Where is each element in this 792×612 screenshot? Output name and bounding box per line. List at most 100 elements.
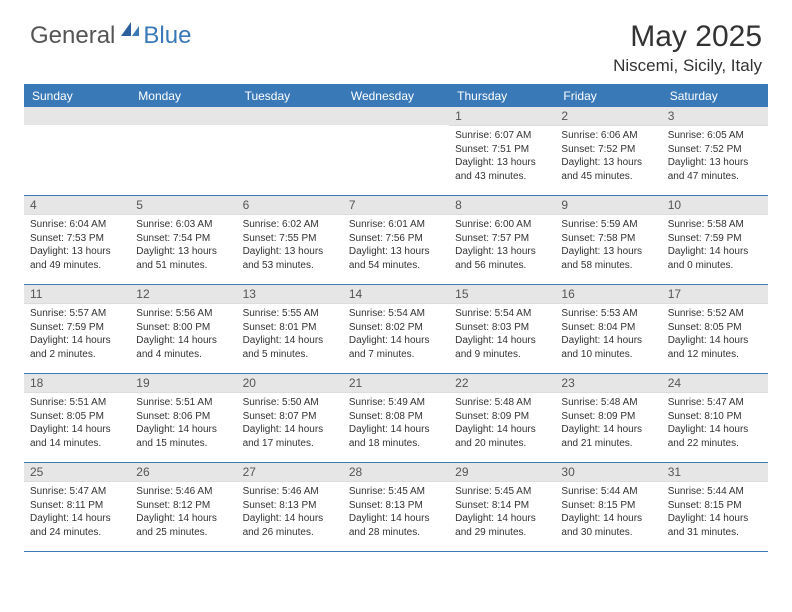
day-number: 1 [449,107,555,126]
day-number: 27 [237,463,343,482]
day-cell: 26Sunrise: 5:46 AMSunset: 8:12 PMDayligh… [130,463,236,551]
day-cell: 19Sunrise: 5:51 AMSunset: 8:06 PMDayligh… [130,374,236,462]
day-content: Sunrise: 5:56 AMSunset: 8:00 PMDaylight:… [130,304,236,365]
day-cell: 30Sunrise: 5:44 AMSunset: 8:15 PMDayligh… [555,463,661,551]
day-header: Friday [555,85,661,107]
sail-icon [119,20,141,43]
day-number: 13 [237,285,343,304]
day-content: Sunrise: 6:01 AMSunset: 7:56 PMDaylight:… [343,215,449,276]
daylight-line: Daylight: 13 hours and 56 minutes. [455,245,549,272]
sunrise-line: Sunrise: 6:07 AM [455,129,549,143]
day-number: 31 [662,463,768,482]
daylight-line: Daylight: 14 hours and 12 minutes. [668,334,762,361]
daylight-line: Daylight: 14 hours and 2 minutes. [30,334,124,361]
day-number: 6 [237,196,343,215]
sunset-line: Sunset: 8:09 PM [455,410,549,424]
sunset-line: Sunset: 8:13 PM [349,499,443,513]
daylight-line: Daylight: 13 hours and 58 minutes. [561,245,655,272]
sunrise-line: Sunrise: 5:46 AM [243,485,337,499]
sunrise-line: Sunrise: 5:58 AM [668,218,762,232]
title-block: May 2025 Niscemi, Sicily, Italy [613,20,762,76]
sunset-line: Sunset: 8:08 PM [349,410,443,424]
sunrise-line: Sunrise: 5:52 AM [668,307,762,321]
day-cell: 2Sunrise: 6:06 AMSunset: 7:52 PMDaylight… [555,107,661,195]
day-content: Sunrise: 5:44 AMSunset: 8:15 PMDaylight:… [555,482,661,543]
day-cell: 1Sunrise: 6:07 AMSunset: 7:51 PMDaylight… [449,107,555,195]
day-content: Sunrise: 5:55 AMSunset: 8:01 PMDaylight:… [237,304,343,365]
daylight-line: Daylight: 13 hours and 45 minutes. [561,156,655,183]
empty-day-number [24,107,130,125]
sunrise-line: Sunrise: 5:47 AM [668,396,762,410]
day-number: 14 [343,285,449,304]
sunset-line: Sunset: 8:10 PM [668,410,762,424]
day-cell: 13Sunrise: 5:55 AMSunset: 8:01 PMDayligh… [237,285,343,373]
sunset-line: Sunset: 7:52 PM [668,143,762,157]
sunset-line: Sunset: 7:54 PM [136,232,230,246]
day-number: 16 [555,285,661,304]
day-cell: 28Sunrise: 5:45 AMSunset: 8:13 PMDayligh… [343,463,449,551]
day-number: 28 [343,463,449,482]
sunrise-line: Sunrise: 5:51 AM [30,396,124,410]
day-content: Sunrise: 5:59 AMSunset: 7:58 PMDaylight:… [555,215,661,276]
sunset-line: Sunset: 7:53 PM [30,232,124,246]
sunrise-line: Sunrise: 5:50 AM [243,396,337,410]
logo: General Blue [30,20,191,51]
day-content: Sunrise: 5:47 AMSunset: 8:10 PMDaylight:… [662,393,768,454]
sunrise-line: Sunrise: 5:47 AM [30,485,124,499]
day-cell: 22Sunrise: 5:48 AMSunset: 8:09 PMDayligh… [449,374,555,462]
day-header: Wednesday [343,85,449,107]
day-number: 19 [130,374,236,393]
day-content: Sunrise: 5:54 AMSunset: 8:02 PMDaylight:… [343,304,449,365]
day-cell: 17Sunrise: 5:52 AMSunset: 8:05 PMDayligh… [662,285,768,373]
week-row: 4Sunrise: 6:04 AMSunset: 7:53 PMDaylight… [24,196,768,285]
day-content: Sunrise: 6:06 AMSunset: 7:52 PMDaylight:… [555,126,661,187]
calendar: SundayMondayTuesdayWednesdayThursdayFrid… [24,84,768,552]
day-content: Sunrise: 6:00 AMSunset: 7:57 PMDaylight:… [449,215,555,276]
day-number: 4 [24,196,130,215]
day-cell: 8Sunrise: 6:00 AMSunset: 7:57 PMDaylight… [449,196,555,284]
day-number: 3 [662,107,768,126]
day-cell: 14Sunrise: 5:54 AMSunset: 8:02 PMDayligh… [343,285,449,373]
day-content: Sunrise: 5:44 AMSunset: 8:15 PMDaylight:… [662,482,768,543]
day-content: Sunrise: 5:49 AMSunset: 8:08 PMDaylight:… [343,393,449,454]
sunset-line: Sunset: 8:03 PM [455,321,549,335]
day-number: 8 [449,196,555,215]
sunrise-line: Sunrise: 5:48 AM [561,396,655,410]
daylight-line: Daylight: 13 hours and 49 minutes. [30,245,124,272]
sunrise-line: Sunrise: 5:44 AM [668,485,762,499]
day-cell: 12Sunrise: 5:56 AMSunset: 8:00 PMDayligh… [130,285,236,373]
day-content: Sunrise: 5:50 AMSunset: 8:07 PMDaylight:… [237,393,343,454]
sunset-line: Sunset: 8:12 PM [136,499,230,513]
day-content: Sunrise: 6:07 AMSunset: 7:51 PMDaylight:… [449,126,555,187]
daylight-line: Daylight: 14 hours and 5 minutes. [243,334,337,361]
day-cell: 25Sunrise: 5:47 AMSunset: 8:11 PMDayligh… [24,463,130,551]
empty-day-number [343,107,449,125]
day-content: Sunrise: 6:04 AMSunset: 7:53 PMDaylight:… [24,215,130,276]
day-cell: 9Sunrise: 5:59 AMSunset: 7:58 PMDaylight… [555,196,661,284]
daylight-line: Daylight: 14 hours and 25 minutes. [136,512,230,539]
day-number: 20 [237,374,343,393]
day-cell: 6Sunrise: 6:02 AMSunset: 7:55 PMDaylight… [237,196,343,284]
sunrise-line: Sunrise: 5:56 AM [136,307,230,321]
daylight-line: Daylight: 14 hours and 31 minutes. [668,512,762,539]
day-cell [24,107,130,195]
day-header: Tuesday [237,85,343,107]
day-header-row: SundayMondayTuesdayWednesdayThursdayFrid… [24,85,768,107]
day-number: 9 [555,196,661,215]
day-content: Sunrise: 5:51 AMSunset: 8:06 PMDaylight:… [130,393,236,454]
sunrise-line: Sunrise: 5:45 AM [455,485,549,499]
sunset-line: Sunset: 7:51 PM [455,143,549,157]
sunrise-line: Sunrise: 5:55 AM [243,307,337,321]
week-row: 25Sunrise: 5:47 AMSunset: 8:11 PMDayligh… [24,463,768,552]
sunset-line: Sunset: 8:05 PM [30,410,124,424]
sunset-line: Sunset: 8:00 PM [136,321,230,335]
daylight-line: Daylight: 13 hours and 51 minutes. [136,245,230,272]
daylight-line: Daylight: 14 hours and 22 minutes. [668,423,762,450]
sunrise-line: Sunrise: 5:45 AM [349,485,443,499]
daylight-line: Daylight: 14 hours and 29 minutes. [455,512,549,539]
day-number: 18 [24,374,130,393]
weeks-container: 1Sunrise: 6:07 AMSunset: 7:51 PMDaylight… [24,107,768,552]
day-content: Sunrise: 5:46 AMSunset: 8:13 PMDaylight:… [237,482,343,543]
day-number: 21 [343,374,449,393]
day-header: Monday [130,85,236,107]
